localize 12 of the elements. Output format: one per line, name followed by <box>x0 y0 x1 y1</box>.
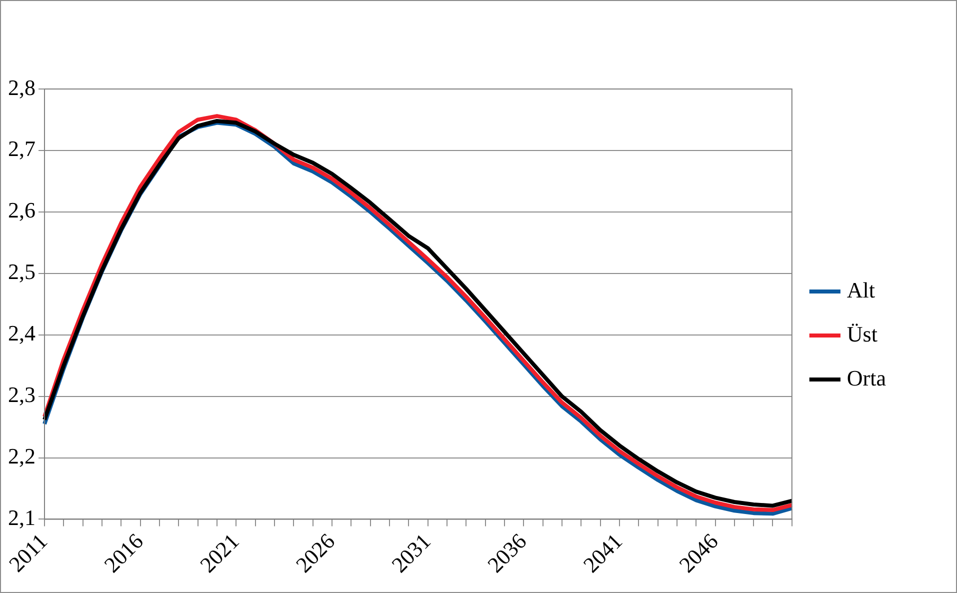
y-tick-label: 2,2 <box>8 444 36 469</box>
y-tick-label: 2,4 <box>8 320 36 346</box>
legend-label: Alt <box>846 277 876 302</box>
y-tick-label: 2,8 <box>8 74 36 100</box>
y-tick-label: 2,1 <box>8 505 36 530</box>
legend-label: Üst <box>846 321 878 346</box>
y-tick-label: 2,5 <box>8 259 36 284</box>
y-tick-label: 2,6 <box>8 198 36 223</box>
x-tick-label: 2011 <box>4 528 52 577</box>
y-tick-label: 2,7 <box>8 136 36 162</box>
legend-label: Orta <box>846 365 886 390</box>
y-tick-label: 2,3 <box>8 382 36 408</box>
